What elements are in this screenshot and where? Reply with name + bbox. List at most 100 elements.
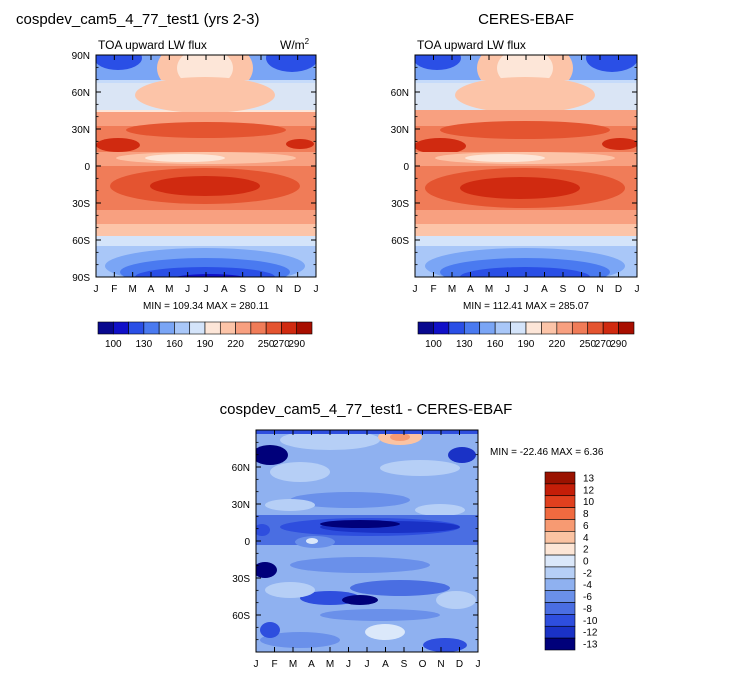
y-tick-label: 0	[84, 162, 90, 173]
colorbar-swatch	[544, 495, 576, 508]
colorbar-swatch	[587, 321, 604, 335]
colorbar-swatch	[544, 471, 576, 485]
colorbar-swatch	[235, 321, 252, 335]
colorbar-label: 100	[425, 339, 442, 350]
colorbar-label: 220	[227, 339, 244, 350]
colorbar-swatch	[494, 321, 511, 335]
colorbar-swatch	[544, 554, 576, 568]
x-tick-label: J	[413, 284, 418, 295]
colorbar-swatch	[265, 321, 282, 335]
x-tick-label: F	[271, 659, 277, 670]
colorbar-swatch	[525, 321, 542, 335]
colorbar-swatch	[510, 321, 527, 335]
y-tick-label: 30N	[391, 125, 409, 136]
x-tick-label: J	[314, 284, 319, 295]
colorbar-label: 12	[583, 485, 595, 496]
x-tick-label: A	[541, 284, 548, 295]
colorbar-swatch	[556, 321, 573, 335]
colorbar-label: 100	[105, 339, 122, 350]
colorbar-swatch	[544, 637, 576, 651]
panel-diff-stats: MIN = -22.46 MAX = 6.36	[490, 447, 604, 458]
colorbar-label: 250	[258, 339, 275, 350]
x-tick-label: S	[239, 284, 246, 295]
colorbar-swatch	[158, 321, 175, 335]
colorbar-swatch	[433, 321, 450, 335]
y-tick-label: 60S	[232, 611, 250, 622]
x-tick-label: A	[148, 284, 155, 295]
heatmap-model	[96, 55, 316, 277]
x-tick-label: O	[257, 284, 265, 295]
colorbar-swatch	[204, 321, 221, 335]
colorbar-swatch	[544, 483, 576, 497]
colorbar-swatch	[544, 566, 576, 580]
colorbar-swatch	[417, 321, 434, 335]
colorbar-label: 160	[487, 339, 504, 350]
x-tick-label: J	[635, 284, 640, 295]
colorbar-label: 4	[583, 533, 589, 544]
x-tick-label: A	[308, 659, 315, 670]
colorbar-label: 10	[583, 497, 595, 508]
y-tick-label: 0	[244, 537, 250, 548]
colorbar-label: 13	[583, 473, 595, 484]
x-tick-label: J	[346, 659, 351, 670]
units-text: W/m	[280, 38, 305, 52]
colorbar-label: -10	[583, 616, 598, 627]
colorbar-label: 270	[595, 339, 612, 350]
y-tick-label: 60S	[72, 236, 90, 247]
x-tick-label: D	[456, 659, 463, 670]
colorbar-swatch	[479, 321, 496, 335]
panel-model-units: W/m2	[280, 37, 310, 52]
x-tick-label: J	[185, 284, 190, 295]
panel-obs-stats: MIN = 112.41 MAX = 285.07	[463, 301, 589, 312]
y-tick-label: 0	[403, 162, 409, 173]
y-tick-label: 90S	[72, 273, 90, 284]
colorbar-label: 130	[456, 339, 473, 350]
x-tick-label: D	[294, 284, 301, 295]
colorbar-label: -2	[583, 568, 592, 579]
units-superscript: 2	[305, 37, 310, 46]
colorbar-label: -6	[583, 592, 592, 603]
colorbar-label: -4	[583, 580, 592, 591]
colorbar-label: 8	[583, 509, 589, 520]
x-tick-label: M	[128, 284, 136, 295]
x-tick-label: A	[467, 284, 474, 295]
colorbar-swatch	[618, 321, 635, 335]
heatmap-obs	[415, 55, 637, 277]
x-tick-label: S	[560, 284, 567, 295]
panel-obs: CERES-EBAF TOA upward LW flux	[391, 11, 640, 350]
colorbar-swatch	[112, 321, 129, 335]
colorbar-swatch	[97, 321, 114, 335]
x-tick-label: M	[165, 284, 173, 295]
colorbar-label: 290	[610, 339, 627, 350]
colorbar-label: 0	[583, 557, 589, 568]
colorbar-label: 190	[197, 339, 214, 350]
colorbar-swatch	[544, 625, 576, 639]
colorbar-swatch	[250, 321, 267, 335]
colorbar-swatch	[219, 321, 236, 335]
y-tick-label: 30N	[72, 125, 90, 136]
x-tick-label: N	[596, 284, 603, 295]
x-tick-label: M	[485, 284, 493, 295]
panel-model-title: cospdev_cam5_4_77_test1 (yrs 2-3)	[16, 11, 259, 28]
colorbar-swatch	[541, 321, 558, 335]
x-tick-label: D	[615, 284, 622, 295]
colorbar-swatch	[544, 590, 576, 603]
colorbar-swatch	[189, 321, 206, 335]
colorbar-label: 290	[288, 339, 305, 350]
colorbar-label: -13	[583, 640, 598, 651]
colorbar-swatch	[544, 507, 576, 520]
y-tick-label: 60N	[391, 88, 409, 99]
x-tick-label: A	[221, 284, 228, 295]
colorbar-swatch	[281, 321, 298, 335]
y-tick-label: 30S	[391, 199, 409, 210]
panel-model-subtitle: TOA upward LW flux	[98, 38, 207, 52]
colorbar-label: 250	[579, 339, 596, 350]
colorbar-swatch	[544, 519, 576, 532]
x-tick-label: F	[430, 284, 436, 295]
y-tick-label: 30S	[232, 574, 250, 585]
